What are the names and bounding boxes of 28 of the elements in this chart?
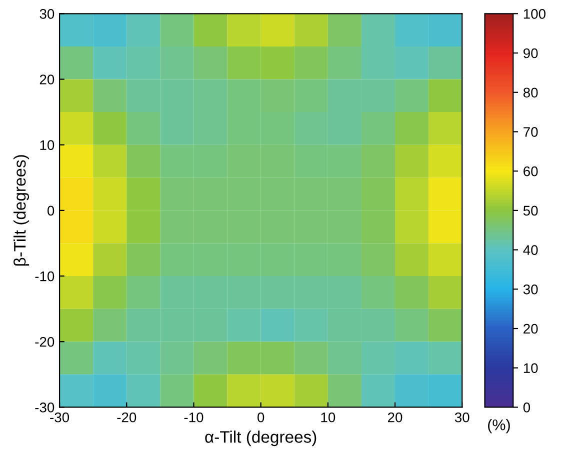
- x-axis-title: α-Tilt (degrees): [205, 430, 316, 446]
- y-tick-label: 10: [40, 140, 54, 150]
- color-bar-label: 60: [524, 166, 538, 176]
- color-bar-label: 40: [523, 245, 538, 255]
- x-tick-label: -20: [117, 412, 136, 422]
- color-bar-label: 10: [524, 363, 538, 374]
- x-tick-label: 20: [388, 412, 402, 422]
- y-tick-label: 20: [40, 74, 54, 84]
- color-bar-label: 20: [524, 324, 538, 334]
- y-axis-title: β-Tilt (degrees): [14, 155, 30, 266]
- x-tick-label: 0: [258, 412, 264, 422]
- color-bar-label: 80: [523, 88, 538, 98]
- x-tick-label: -30: [50, 412, 70, 422]
- color-bar-title: (%): [488, 419, 510, 434]
- color-bar-label: 90: [524, 48, 538, 58]
- color-bar-label: 0: [523, 402, 530, 412]
- y-tick-label: -10: [35, 271, 54, 282]
- color-bar-label: 50: [523, 206, 538, 216]
- y-tick-label: 0: [47, 206, 54, 216]
- color-bar-label: 100: [524, 8, 546, 19]
- y-tick-label: -30: [35, 402, 54, 412]
- x-tick-label: 10: [321, 412, 336, 422]
- color-bar-label: 30: [523, 284, 538, 294]
- y-tick-label: -20: [35, 336, 54, 347]
- x-tick-label: -10: [184, 412, 204, 422]
- x-tick-label: 30: [454, 412, 470, 422]
- y-tick-label: 30: [40, 8, 54, 19]
- color-bar-label: 70: [524, 127, 538, 137]
